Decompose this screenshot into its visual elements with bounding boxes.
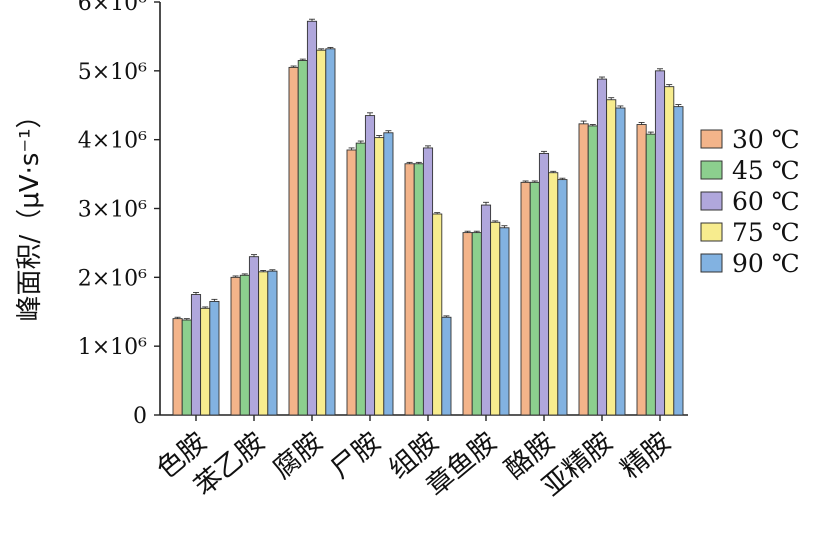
bar — [538, 152, 550, 416]
y-axis-label: 峰面积/（μV·s⁻¹） — [15, 102, 45, 321]
y-tick-label: 4×10⁶ — [78, 129, 147, 154]
category-label: 精胺 — [615, 427, 676, 485]
bar — [606, 99, 617, 416]
bar — [645, 133, 656, 416]
bar — [441, 316, 452, 416]
bar — [499, 227, 510, 416]
legend-swatch — [700, 191, 723, 211]
bar — [578, 123, 589, 416]
bar — [462, 232, 473, 416]
y-tick-label: 0 — [133, 404, 147, 429]
y-tick-label: 2×10⁶ — [78, 266, 147, 291]
bar — [432, 213, 443, 416]
bar — [673, 106, 684, 416]
bar — [346, 149, 357, 416]
bar — [596, 78, 608, 416]
category-label: 尸胺 — [325, 427, 386, 485]
bar — [306, 20, 318, 416]
bar — [364, 115, 376, 416]
y-tick-label: 1×10⁶ — [78, 335, 147, 360]
bar — [422, 147, 434, 416]
legend-swatch — [700, 129, 723, 149]
bar — [374, 137, 385, 416]
bar — [230, 276, 241, 416]
bar — [520, 181, 531, 416]
bar — [267, 270, 278, 416]
y-tick-label: 6×10⁶ — [78, 0, 147, 16]
y-tick-label: 3×10⁶ — [78, 198, 147, 223]
legend-label: 60 ℃ — [732, 187, 800, 216]
legend-swatch — [700, 222, 723, 242]
bar — [355, 142, 366, 416]
y-tick-label: 5×10⁶ — [78, 60, 147, 85]
legend-label: 90 ℃ — [732, 249, 800, 278]
bar — [209, 300, 220, 416]
bar — [288, 66, 299, 416]
bar — [529, 181, 540, 416]
bar — [548, 172, 559, 416]
bar — [172, 318, 183, 416]
category-label: 腐胺 — [267, 427, 328, 485]
bar — [239, 274, 250, 416]
legend-swatch — [700, 160, 723, 180]
y-axis-label-group: 峰面积/（μV·s⁻¹） — [15, 102, 45, 321]
bar — [654, 70, 666, 416]
bar — [325, 48, 336, 416]
bar — [258, 271, 269, 416]
legend-label: 75 ℃ — [732, 218, 800, 247]
legend: 30 ℃45 ℃60 ℃75 ℃90 ℃ — [700, 125, 800, 278]
bar — [587, 125, 598, 416]
bar — [316, 49, 327, 416]
bar — [413, 163, 424, 416]
bar — [297, 60, 308, 416]
bar — [557, 179, 568, 416]
bar — [190, 294, 202, 416]
legend-label: 30 ℃ — [732, 125, 800, 154]
bar — [471, 232, 482, 416]
bar — [480, 204, 492, 416]
bar — [383, 132, 394, 416]
axes: 0 1×10⁶ 2×10⁶ 3×10⁶ 4×10⁶ 5×10⁶ 6×10⁶ — [78, 0, 688, 429]
bars — [172, 18, 684, 416]
bar — [404, 163, 415, 416]
legend-label: 45 ℃ — [732, 156, 800, 185]
legend-swatch — [700, 253, 723, 273]
bar — [200, 307, 211, 416]
bar — [664, 86, 675, 416]
bar — [615, 107, 626, 416]
bar — [490, 221, 501, 416]
bar — [636, 124, 647, 416]
bar — [181, 319, 192, 416]
bar — [248, 256, 260, 416]
